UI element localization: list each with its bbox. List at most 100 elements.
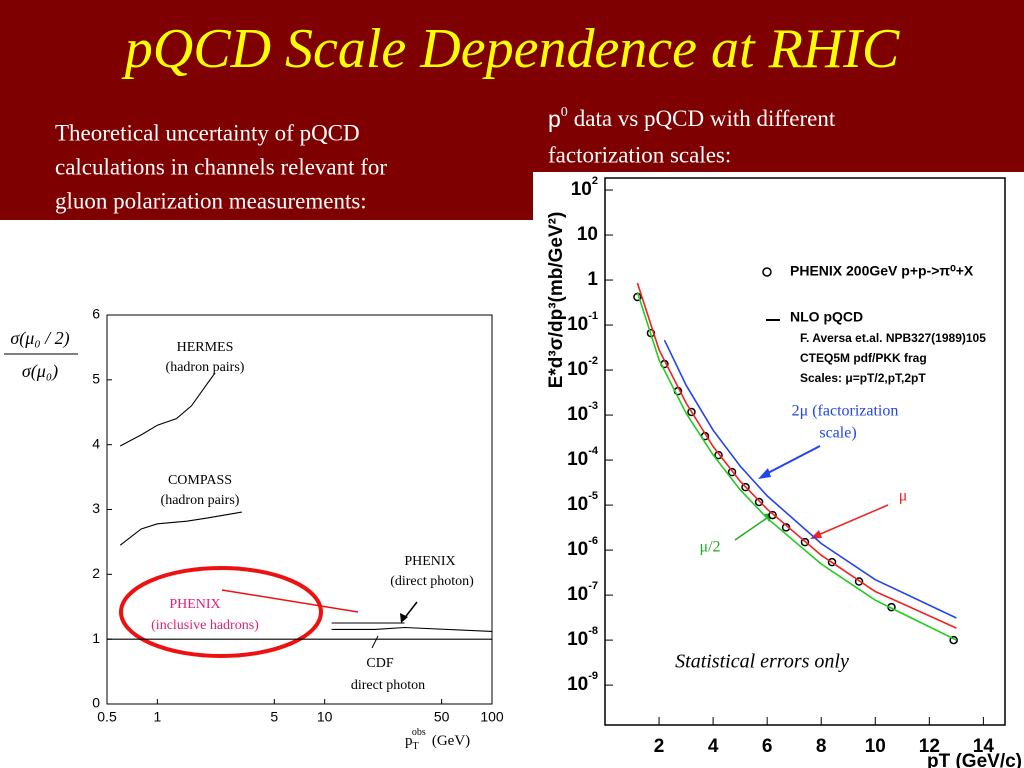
y-tick-label: 1 xyxy=(587,269,598,290)
y-tick-label: 2 xyxy=(92,565,100,581)
x-tick-label: 4 xyxy=(708,736,719,757)
tick-base: 10 xyxy=(567,404,588,425)
y-tick-label: 10-8 xyxy=(567,625,598,650)
annotation: HERMES xyxy=(177,340,234,355)
legend-entry: CTEQ5M pdf/PKK frag xyxy=(800,351,927,365)
arrow xyxy=(817,504,889,536)
legend-entry: NLO pQCD xyxy=(790,309,863,325)
y-tick-label: 4 xyxy=(92,435,100,451)
y-tick-label: 102 xyxy=(571,175,598,200)
text: data vs pQCD with different xyxy=(574,106,836,131)
tick-exponent: -5 xyxy=(588,490,598,502)
right-text: factorization scales: xyxy=(548,142,731,167)
annotation: PHENIX xyxy=(404,554,455,569)
tick-exponent: -8 xyxy=(588,625,598,637)
x-tick-label: 2 xyxy=(654,736,665,757)
x-label: pTobs (GeV) xyxy=(405,727,470,752)
y-tick-label: 10-6 xyxy=(567,535,598,560)
y-tick-label: 10-3 xyxy=(567,400,598,425)
tick-base: 10 xyxy=(567,449,588,470)
curve xyxy=(636,291,957,641)
y-label-numerator: σ(μ₀ / 2) xyxy=(10,328,69,349)
y-label-denominator: σ(μ₀) xyxy=(22,361,58,382)
tick-base: 10 xyxy=(567,494,588,515)
x-label-sup: obs xyxy=(412,727,426,738)
tick-base: 10 xyxy=(567,314,588,335)
tick-exponent: -9 xyxy=(588,670,598,682)
tick-exponent: -3 xyxy=(588,400,598,412)
annotation: (inclusive hadrons) xyxy=(151,618,259,633)
y-tick-label: 6 xyxy=(92,306,100,322)
tick-base: 10 xyxy=(567,539,588,560)
annotation: direct photon xyxy=(351,678,425,693)
y-tick-label: 10-4 xyxy=(567,445,599,470)
symbol: p xyxy=(548,106,561,132)
y-tick-label: 10-2 xyxy=(567,355,598,380)
legend-entry: F. Aversa et.al. NPB327(1989)105 xyxy=(800,331,986,345)
x-label: pT (GeV/c) xyxy=(927,751,1022,768)
slide-title: pQCD Scale Dependence at RHIC xyxy=(121,18,900,80)
annotation: 2μ (factorization xyxy=(792,403,899,420)
pointer-line xyxy=(221,589,359,613)
x-label-main: p xyxy=(405,733,413,749)
tick-exponent: -7 xyxy=(588,580,598,592)
y-tick-label: 0 xyxy=(92,695,100,711)
arrow-head xyxy=(400,613,408,623)
tick-exponent: -2 xyxy=(588,355,598,367)
y-tick-label: 10-9 xyxy=(567,670,598,695)
annotation: COMPASS xyxy=(168,473,232,488)
y-label: E*d³σ/dp³(mb/GeV²) xyxy=(546,212,567,389)
x-tick-label: 5 xyxy=(270,709,278,725)
annotation: (hadron pairs) xyxy=(161,493,240,508)
annotation: scale) xyxy=(819,425,856,442)
y-tick-label: 5 xyxy=(92,371,100,387)
y-tick-label: 10-1 xyxy=(567,310,598,335)
y-tick-label: 10-5 xyxy=(567,490,598,515)
plot-frame xyxy=(604,177,1006,726)
left-text: calculations in channels relevant for xyxy=(55,154,387,179)
left-text: gluon polarization measurements: xyxy=(55,188,367,213)
annotation: (hadron pairs) xyxy=(166,360,245,375)
right-text: p0 data vs pQCD with different xyxy=(548,105,836,132)
x-tick-label: 6 xyxy=(762,736,773,757)
y-tick-label: 10 xyxy=(577,224,598,245)
data-point xyxy=(754,497,764,507)
legend-entry: PHENIX 200GeV p+p->π⁰+X xyxy=(790,263,974,279)
highlight-ellipse xyxy=(119,566,323,658)
x-tick-label: 0.5 xyxy=(97,709,117,725)
tick-exponent: -4 xyxy=(588,445,599,457)
tick-exponent: -6 xyxy=(588,535,598,547)
tick-base: 10 xyxy=(567,359,588,380)
annotation: μ xyxy=(899,488,908,505)
left-text: Theoretical uncertainty of pQCD xyxy=(55,120,360,145)
x-label-sub: T xyxy=(413,741,419,752)
annotation: PHENIX xyxy=(169,597,220,612)
x-tick-label: 50 xyxy=(434,709,450,725)
x-tick-label: 12 xyxy=(919,736,940,757)
arrow xyxy=(734,517,768,541)
arrow xyxy=(765,445,821,475)
tick-base: 10 xyxy=(571,179,592,200)
x-tick-label: 14 xyxy=(973,736,995,757)
curve xyxy=(636,282,957,629)
curve xyxy=(331,626,493,632)
x-tick-label: 10 xyxy=(317,709,333,725)
y-tick-label: 10-7 xyxy=(567,580,598,605)
x-tick-label: 1 xyxy=(153,709,161,725)
curve xyxy=(119,511,242,546)
legend-entry: Scales: μ=pT/2,pT,2pT xyxy=(800,371,926,385)
curve xyxy=(663,339,957,619)
annotation: μ/2 xyxy=(699,539,720,556)
sup: 0 xyxy=(561,105,568,120)
annotation: CDF xyxy=(366,656,393,671)
legend-marker xyxy=(762,267,772,277)
annotation: (direct photon) xyxy=(390,574,474,589)
tick-base: 10 xyxy=(567,629,588,650)
x-tick-label: 10 xyxy=(865,736,886,757)
tick-exponent: 2 xyxy=(592,175,598,187)
curve xyxy=(119,373,216,447)
x-label-unit: (GeV) xyxy=(432,733,470,749)
y-tick-label: 1 xyxy=(92,630,100,646)
